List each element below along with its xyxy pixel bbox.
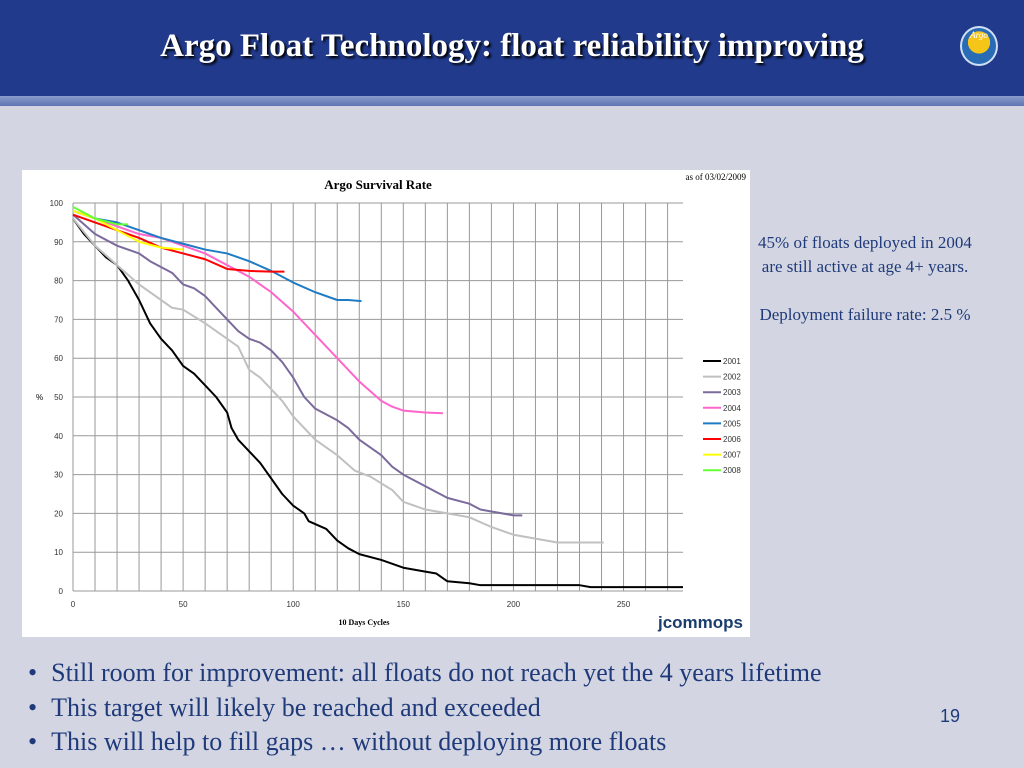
x-axis-label: 10 Days Cycles	[338, 618, 389, 627]
y-tick-label: 90	[54, 238, 63, 247]
y-tick-label: 10	[54, 548, 63, 557]
bullet-item: This will help to fill gaps … without de…	[28, 727, 822, 762]
series-line-2008	[72, 205, 129, 226]
chart-title: Argo Survival Rate	[324, 177, 432, 192]
survival-chart: 0 10 20 30 40 50 60 70 80 90 100 0 50 100 150 200 250 Arg…	[36, 172, 747, 632]
header-stripe	[0, 96, 1024, 106]
chart-panel: 0 10 20 30 40 50 60 70 80 90 100 0 50 100 150 200 250 Arg…	[22, 170, 750, 637]
note-failure-rate: Deployment failure rate: 2.5 %	[759, 305, 971, 324]
slide-title: Argo Float Technology: float reliability…	[160, 28, 864, 64]
y-tick-label: 100	[50, 199, 64, 208]
y-tick-label: 20	[54, 509, 63, 518]
legend-label: 2006	[723, 435, 741, 444]
x-tick-label: 50	[179, 600, 188, 609]
y-tick-label: 30	[54, 471, 63, 480]
bullet-list: Still room for improvement: all floats d…	[28, 658, 822, 762]
legend-label: 2004	[723, 404, 741, 413]
series-line-2002	[72, 217, 604, 544]
series-line-2006	[72, 213, 285, 273]
y-tick-label: 60	[54, 354, 63, 363]
x-tick-label: 150	[397, 600, 411, 609]
y-tick-label: 80	[54, 277, 63, 286]
title-bar	[0, 0, 1024, 96]
legend-label: 2003	[723, 388, 741, 397]
legend-label: 2007	[723, 451, 741, 460]
argo-logo: Argo	[960, 26, 998, 66]
legend-label: 2001	[723, 357, 741, 366]
bullet-item: This target will likely be reached and e…	[28, 693, 822, 728]
y-tick-label: 0	[59, 587, 64, 596]
legend-label: 2008	[723, 466, 741, 475]
y-tick-label: 50	[54, 393, 63, 402]
jcommops-watermark: jcommops	[657, 613, 743, 632]
y-tick-label: 40	[54, 432, 63, 441]
series-line-2001	[72, 217, 683, 589]
chart-date-annotation: as of 03/02/2009	[686, 172, 747, 182]
page-number: 19	[940, 706, 961, 726]
logo-text: Argo	[970, 30, 988, 40]
legend-label: 2002	[723, 373, 741, 382]
series-line-2004	[72, 209, 444, 415]
legend-label: 2005	[723, 419, 741, 428]
y-axis-label: %	[36, 393, 43, 402]
series-line-2003	[72, 213, 523, 517]
x-tick-label: 100	[287, 600, 301, 609]
note-line-2: are still active at age 4+ years.	[761, 257, 969, 276]
x-tick-label: 200	[507, 600, 521, 609]
x-tick-label: 250	[617, 600, 631, 609]
x-tick-label: 0	[71, 600, 76, 609]
note-line-1: 45% of floats deployed in 2004	[758, 233, 972, 252]
bullet-item: Still room for improvement: all floats d…	[28, 658, 821, 693]
y-tick-label: 70	[54, 315, 63, 324]
